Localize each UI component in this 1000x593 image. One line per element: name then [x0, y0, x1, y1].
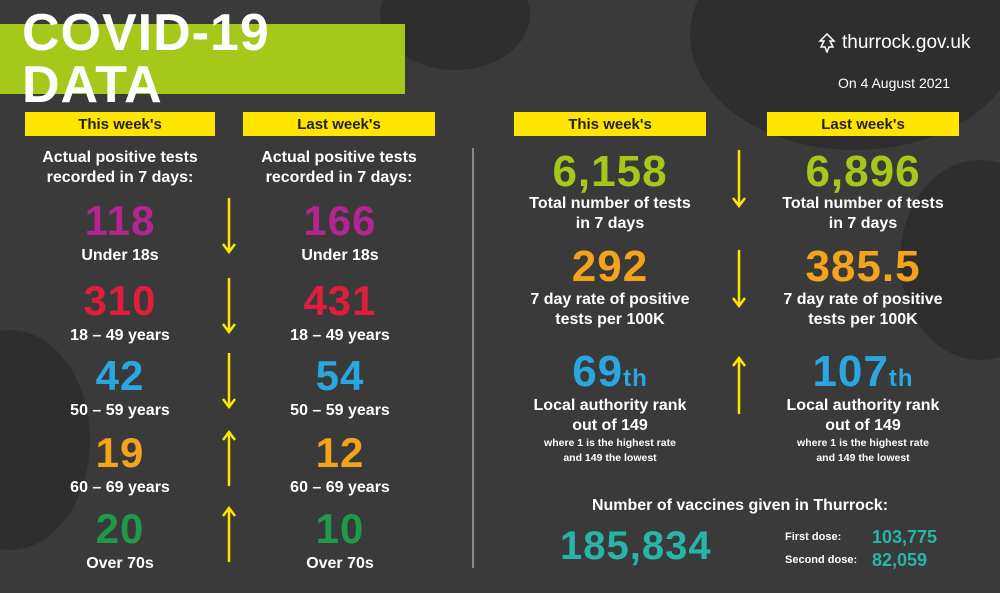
last-week-count: 10 — [315, 505, 365, 552]
rank-this-note: where 1 is the highest rate and 149 the … — [544, 437, 676, 465]
last-week-age-label: Under 18s — [301, 247, 379, 264]
left-this-caption: Actual positive tests recorded in 7 days… — [42, 149, 198, 186]
source-url: thurrock.gov.uk — [842, 32, 971, 53]
down-arrow-icon — [222, 278, 236, 334]
right-last-week-header: Last week's — [767, 112, 959, 136]
down-arrow-icon — [222, 353, 236, 409]
rank-this-week: 69th — [572, 347, 648, 396]
rate-last-label: 7 day rate of positive tests per 100K — [783, 291, 943, 328]
down-arrow-icon — [732, 250, 746, 308]
this-week-count: 19 — [95, 429, 145, 476]
first-dose-value: 103,775 — [872, 527, 938, 547]
last-week-count: 431 — [303, 277, 377, 324]
down-arrow-icon — [732, 150, 746, 208]
rate-last-week: 385.5 — [805, 242, 921, 291]
this-week-count: 118 — [84, 197, 156, 244]
report-date: On 4 August 2021 — [838, 75, 951, 91]
total-tests-last-week: 6,896 — [805, 147, 921, 196]
left-last-week-header: Last week's — [243, 112, 435, 136]
last-week-age-label: 50 – 59 years — [290, 402, 390, 419]
total-tests-last-label: Total number of tests in 7 days — [782, 195, 944, 232]
thurrock-logo-icon — [818, 33, 836, 53]
up-arrow-icon — [222, 506, 236, 562]
rank-last-week: 107th — [812, 347, 914, 396]
last-week-age-label: Over 70s — [306, 555, 374, 572]
this-week-count: 20 — [95, 505, 145, 552]
left-this-week-header: This week's — [25, 112, 215, 136]
this-week-count: 42 — [95, 352, 145, 399]
last-week-age-label: 60 – 69 years — [290, 479, 390, 496]
this-week-age-label: 60 – 69 years — [70, 479, 170, 496]
this-week-age-label: 50 – 59 years — [70, 402, 170, 419]
second-dose-label: Second dose: — [785, 554, 858, 566]
second-dose-value: 82,059 — [872, 550, 928, 570]
this-week-age-label: Under 18s — [81, 247, 159, 264]
last-week-count: 54 — [315, 352, 365, 399]
last-week-count: 166 — [303, 197, 377, 244]
total-tests-this-label: Total number of tests in 7 days — [529, 195, 691, 232]
rate-this-week: 292 — [571, 242, 649, 291]
rank-this-label: Local authority rank out of 149 — [533, 397, 687, 434]
last-week-count: 12 — [315, 429, 365, 476]
last-week-age-label: 18 – 49 years — [290, 327, 390, 344]
rate-this-label: 7 day rate of positive tests per 100K — [530, 291, 690, 328]
page-title: COVID-19 DATA — [22, 4, 270, 114]
total-tests-this-week: 6,158 — [552, 147, 668, 196]
rank-last-note: where 1 is the highest rate and 149 the … — [797, 437, 929, 465]
title-banner: COVID-19 DATA — [0, 7, 405, 111]
right-this-week-header: This week's — [514, 112, 706, 136]
first-dose-label: First dose: — [785, 531, 842, 543]
rank-last-label: Local authority rank out of 149 — [786, 397, 940, 434]
this-week-count: 310 — [83, 277, 157, 324]
this-week-age-label: 18 – 49 years — [70, 327, 170, 344]
up-arrow-icon — [222, 430, 236, 486]
left-last-caption: Actual positive tests recorded in 7 days… — [261, 149, 417, 186]
vaccines-total: 185,834 — [560, 524, 712, 568]
section-divider — [472, 148, 474, 568]
vaccines-heading: Number of vaccines given in Thurrock: — [591, 497, 889, 514]
this-week-age-label: Over 70s — [86, 555, 154, 572]
source-site: thurrock.gov.uk — [818, 32, 970, 54]
down-arrow-icon — [222, 198, 236, 254]
up-arrow-icon — [732, 356, 746, 414]
